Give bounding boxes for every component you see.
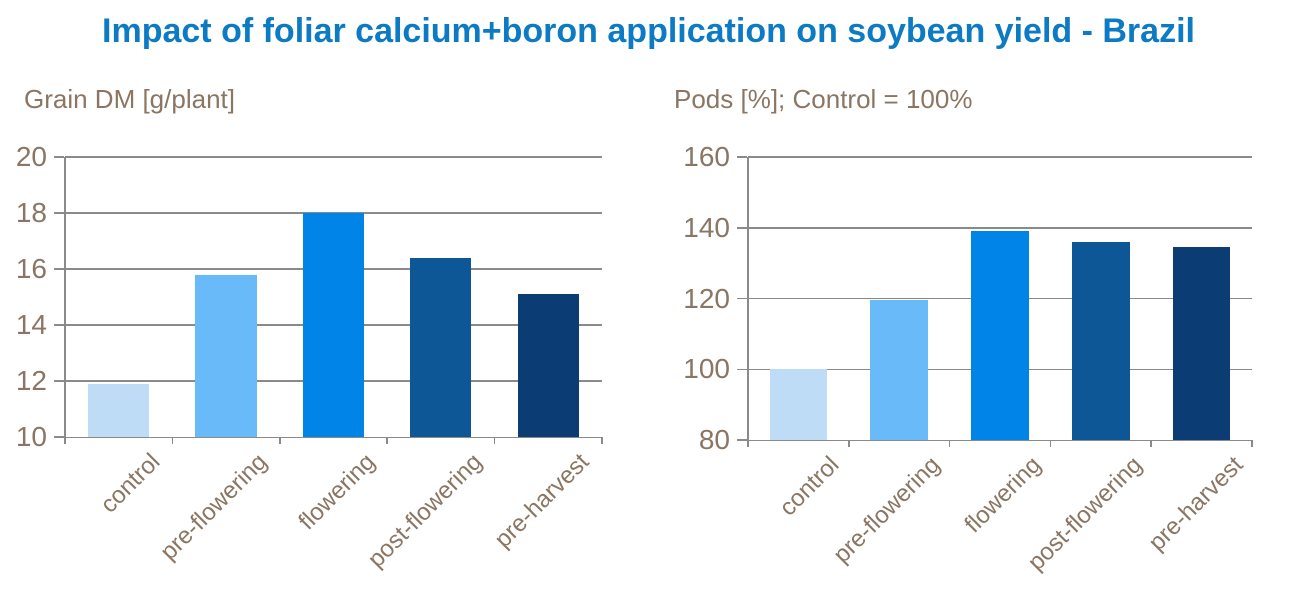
bar-pre-harvest [517, 294, 579, 437]
x-axis-tick [1251, 440, 1253, 447]
gridline [748, 227, 1252, 229]
pods-chart-subtitle: Pods [%]; Control = 100% [674, 84, 973, 114]
x-axis-tick [948, 440, 951, 447]
bar-pre-harvest [1172, 247, 1231, 440]
y-tick-label: 100 [683, 353, 730, 385]
y-tick-label: 20 [15, 141, 47, 172]
x-axis-tick [279, 437, 281, 444]
x-axis-tick [601, 437, 603, 444]
y-axis-tick [54, 324, 64, 326]
x-axis-tick [171, 437, 174, 444]
bar-flowering [302, 213, 365, 437]
y-axis-tick [54, 436, 64, 438]
y-axis-tick [737, 156, 747, 158]
bar-post-flowering [1072, 241, 1130, 440]
bar-control [88, 383, 150, 437]
y-tick-label: 140 [683, 211, 730, 243]
x-axis-tick [64, 437, 66, 444]
y-tick-label: 14 [15, 309, 47, 340]
y-axis-tick [54, 212, 64, 214]
gridline [65, 156, 602, 158]
x-axis-tick [848, 440, 850, 447]
grain-dm-chart-plot-area: 10 12 14 16 18 20 control pre-flowering flowerin… [16, 141, 603, 573]
pods-chart-plot-area: 80 100 120 140 160 control pre-flowering flower… [683, 141, 1253, 576]
y-tick-label: 80 [698, 424, 730, 455]
gridline [748, 156, 1252, 158]
x-axis-tick [386, 437, 388, 444]
bar-pre-flowering [870, 300, 928, 440]
y-axis-line [64, 157, 66, 437]
y-axis-tick [737, 439, 747, 441]
y-tick-label: 10 [15, 421, 47, 452]
x-axis-line [64, 436, 602, 438]
y-tick-label: 12 [15, 365, 47, 396]
y-axis-tick [54, 156, 64, 158]
y-axis-tick [737, 227, 747, 229]
y-axis-tick [737, 368, 747, 370]
y-tick-label: 16 [15, 253, 47, 284]
bar-flowering [971, 231, 1029, 440]
y-axis-tick [54, 380, 64, 382]
x-axis-tick [1150, 440, 1152, 447]
y-tick-label: 160 [683, 141, 730, 172]
y-tick-label: 120 [683, 282, 730, 314]
y-tick-label: 18 [15, 197, 47, 228]
grain-dm-chart-subtitle: Grain DM [g/plant] [24, 84, 235, 114]
y-axis-line [747, 157, 749, 440]
x-axis-tick [747, 440, 749, 447]
bar-pre-flowering [195, 274, 257, 437]
x-axis-tick [493, 437, 496, 444]
x-axis-tick [1049, 440, 1052, 447]
y-axis-tick [737, 297, 747, 300]
y-axis-tick [54, 268, 64, 270]
bar-post-flowering [410, 257, 472, 437]
bar-control [769, 369, 828, 440]
figure-title: Impact of foliar calcium+boron applicati… [102, 12, 1195, 50]
x-axis-line [747, 439, 1252, 441]
